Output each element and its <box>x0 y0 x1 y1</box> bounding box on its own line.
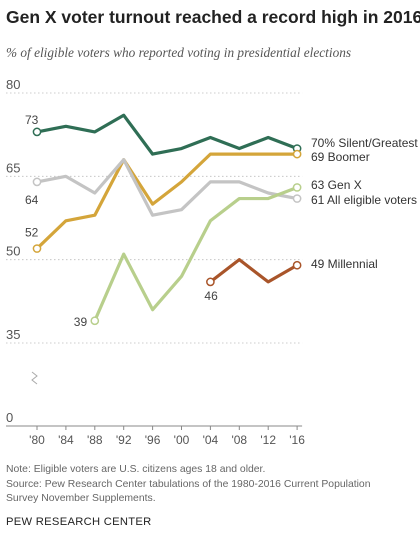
data-point-gen-x <box>292 183 302 192</box>
data-point-boomer <box>292 149 302 159</box>
series-line-all-eligible-voters <box>35 158 299 217</box>
chart-title: Gen X voter turnout reached a record hig… <box>6 7 420 27</box>
x-tick-label-'00: '00 <box>174 433 190 447</box>
start-label-gen-x: 39 <box>74 315 88 329</box>
axis-break-mark <box>31 371 38 385</box>
y-tick-label-65: 65 <box>6 160 20 175</box>
end-label-silent-greatest: 70% Silent/Greatest <box>311 136 418 150</box>
x-tick-label-'96: '96 <box>145 433 161 447</box>
y-tick-label-0: 0 <box>6 410 13 425</box>
turnout-line-chart: 0 35 50 65 80 '80 '84 '88 '92 '96 '00 '04 '08 '12 '16 7… <box>6 77 418 447</box>
end-label-all-eligible-voters: 61 All eligible voters <box>311 193 417 207</box>
series-line-boomer <box>35 152 299 251</box>
data-point-boomer <box>32 244 42 253</box>
chart-subtitle: % of eligible voters who reported voting… <box>6 45 352 60</box>
start-label-boomer: 52 <box>25 226 39 240</box>
end-label-millennial: 49 Millennial <box>311 257 378 271</box>
end-label-gen-x: 63 Gen X <box>311 178 362 192</box>
source-text-line-2: Survey November Supplements. <box>6 493 156 504</box>
start-label-all-eligible-voters: 64 <box>25 193 39 207</box>
y-tick-label-50: 50 <box>6 244 20 259</box>
series-line-silent-greatest <box>35 113 299 156</box>
series-line-gen-x <box>93 185 299 323</box>
x-tick-label-'16: '16 <box>289 433 305 447</box>
x-tick-label-'80: '80 <box>29 433 45 447</box>
series-line-millennial <box>208 258 299 284</box>
end-label-boomer: 69 Boomer <box>311 150 370 164</box>
data-point-millennial <box>206 277 215 287</box>
data-point-millennial <box>292 260 302 270</box>
data-point-all-eligible-voters <box>32 177 42 187</box>
start-label-millennial: 46 <box>204 289 218 303</box>
x-tick-label-'12: '12 <box>260 433 276 447</box>
y-tick-label-80: 80 <box>6 77 20 92</box>
start-label-silent-greatest: 73 <box>25 113 39 127</box>
y-tick-label-35: 35 <box>6 327 20 342</box>
data-point-silent-greatest <box>32 127 42 137</box>
source-text-line-1: Source: Pew Research Center tabulations … <box>6 479 371 490</box>
pew-research-center-logo: PEW RESEARCH CENTER <box>6 516 152 528</box>
x-tick-label-'84: '84 <box>58 433 74 447</box>
data-point-all-eligible-voters <box>292 194 302 203</box>
data-point-gen-x <box>90 316 100 326</box>
x-tick-label-'08: '08 <box>231 433 247 447</box>
x-tick-label-'04: '04 <box>203 433 219 447</box>
x-tick-label-'88: '88 <box>87 433 103 447</box>
note-text: Note: Eligible voters are U.S. citizens … <box>6 464 266 475</box>
x-tick-label-'92: '92 <box>116 433 132 447</box>
